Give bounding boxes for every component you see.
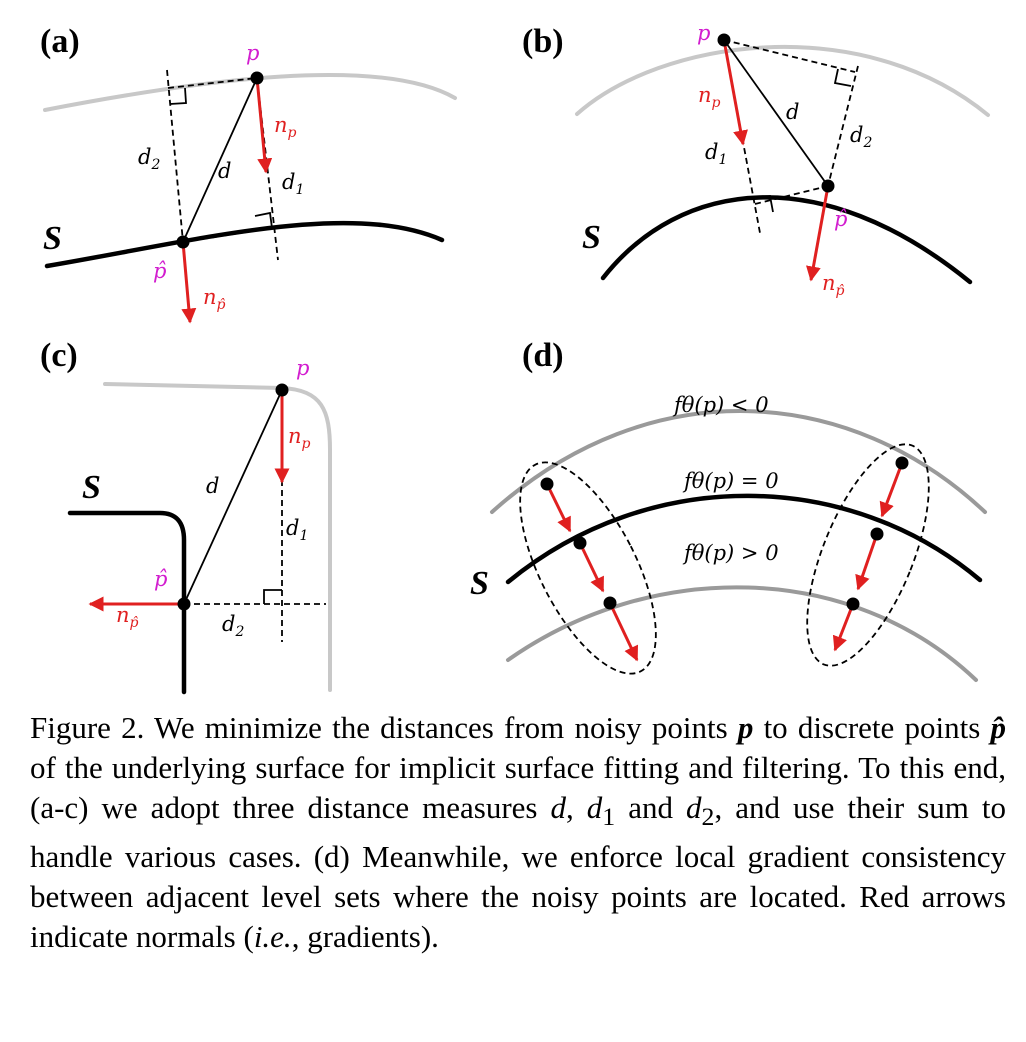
d-label: d bbox=[218, 159, 231, 183]
gradient-arrow bbox=[879, 462, 904, 518]
d2-label: d2 bbox=[850, 123, 872, 151]
d2-label: d2 bbox=[138, 145, 160, 173]
noisy-point bbox=[846, 597, 860, 611]
level-zero-label: fθ(p) = 0 bbox=[682, 469, 779, 493]
surface-curve bbox=[600, 195, 973, 285]
gradient-arrow bbox=[608, 602, 639, 662]
d-label: d bbox=[786, 100, 799, 124]
surface-label: S bbox=[43, 220, 62, 257]
neighborhood-ellipse-left bbox=[519, 461, 657, 675]
gradient-arrow bbox=[855, 533, 879, 591]
projection-dashed-line-2 bbox=[182, 227, 273, 243]
normal-p-label: np bbox=[274, 113, 297, 141]
panel-b: (b) p p̂ S d d2 d1 np np̂ bbox=[522, 21, 990, 299]
right-angle-mark bbox=[833, 68, 852, 87]
normal-phat-label: np̂ bbox=[822, 271, 845, 299]
noisy-level-curve bbox=[575, 44, 990, 117]
point-phat-label: p̂ bbox=[834, 207, 847, 231]
d1-label: d1 bbox=[705, 140, 727, 168]
point-phat-label: p̂ bbox=[153, 259, 166, 283]
noisy-point bbox=[250, 71, 264, 85]
noisy-point bbox=[573, 536, 587, 550]
level-set-positive bbox=[506, 585, 978, 682]
right-angle-mark bbox=[263, 589, 282, 604]
panel-d: (d) S fθ(p) < 0 fθ(p) = 0 fθ(p) > 0 bbox=[470, 337, 987, 682]
noisy-point bbox=[717, 33, 731, 47]
noisy-level-curve bbox=[43, 72, 457, 112]
normal-arrow-phat bbox=[806, 185, 830, 282]
right-angle-mark-2 bbox=[756, 195, 774, 213]
gradient-arrow bbox=[545, 483, 572, 533]
normal-phat-label: np̂ bbox=[203, 285, 226, 313]
panel-d-label: (d) bbox=[522, 337, 564, 374]
projection-dashed-line bbox=[167, 77, 258, 89]
point-phat-label: p̂ bbox=[154, 567, 167, 591]
d-segment bbox=[182, 77, 258, 243]
d2-dashed-line bbox=[166, 69, 184, 243]
d-segment bbox=[723, 39, 829, 187]
gradient-arrow bbox=[578, 542, 605, 593]
figure-caption: Figure 2. We minimize the distances from… bbox=[30, 710, 1007, 955]
surface-label: S bbox=[582, 219, 601, 256]
surface-point bbox=[821, 179, 835, 193]
normal-p-label: np bbox=[698, 83, 721, 111]
right-angle-mark bbox=[169, 87, 187, 105]
normal-arrow-p bbox=[255, 77, 273, 174]
level-set-negative bbox=[490, 409, 987, 514]
normal-p-label: np bbox=[288, 424, 311, 452]
d2-label: d2 bbox=[222, 612, 244, 640]
panel-c: (c) p p̂ S d d1 d2 np np̂ bbox=[40, 337, 332, 695]
noisy-point bbox=[540, 477, 554, 491]
noisy-point bbox=[895, 456, 909, 470]
surface-point bbox=[177, 597, 191, 611]
level-positive-label: fθ(p) > 0 bbox=[682, 541, 779, 565]
surface-curve bbox=[44, 220, 445, 269]
right-angle-mark-2 bbox=[254, 211, 273, 229]
noisy-point bbox=[870, 527, 884, 541]
panel-c-label: (c) bbox=[40, 337, 78, 374]
d-label: d bbox=[206, 474, 219, 498]
d1-label: d1 bbox=[282, 170, 304, 198]
surface-curve bbox=[67, 510, 187, 695]
noisy-point bbox=[603, 596, 617, 610]
surface-label: S bbox=[82, 469, 101, 506]
normal-phat-label: np̂ bbox=[116, 603, 139, 631]
neighborhood-ellipse-right bbox=[806, 443, 930, 667]
point-p-label: p bbox=[697, 21, 710, 45]
normal-arrow-p bbox=[722, 39, 748, 146]
level-set-zero bbox=[505, 493, 983, 585]
panel-a: (a) p p̂ S d d2 d1 np np̂ bbox=[40, 23, 457, 324]
surface-label: S bbox=[470, 565, 489, 602]
panel-a-label: (a) bbox=[40, 23, 80, 60]
projection-dashed-line-2 bbox=[754, 185, 829, 205]
figure-2: (a) p p̂ S d d2 d1 np np̂ (b) bbox=[40, 21, 990, 695]
level-negative-label: fθ(p) < 0 bbox=[672, 393, 769, 417]
noisy-point bbox=[275, 383, 289, 397]
surface-point bbox=[176, 235, 190, 249]
normal-arrow-phat bbox=[181, 241, 197, 324]
d2-dashed-line bbox=[827, 65, 859, 187]
d-segment bbox=[183, 389, 283, 605]
point-p-label: p bbox=[246, 41, 259, 65]
projection-dashed-line bbox=[723, 39, 856, 73]
panel-b-label: (b) bbox=[522, 23, 564, 60]
d1-label: d1 bbox=[286, 516, 308, 544]
gradient-arrow bbox=[832, 603, 855, 652]
point-p-label: p bbox=[296, 356, 309, 380]
